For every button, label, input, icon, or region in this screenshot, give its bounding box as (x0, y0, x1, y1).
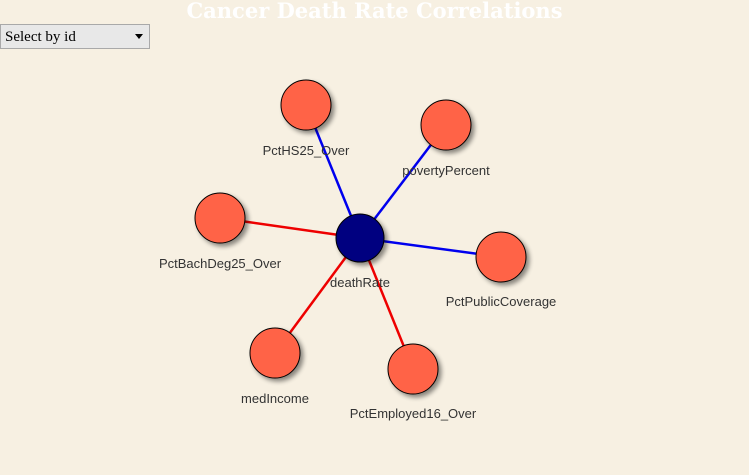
node-label-deathRate: deathRate (330, 275, 390, 290)
node-label-PctPublicCoverage: PctPublicCoverage (446, 294, 557, 309)
node-label-PctBachDeg25_Over: PctBachDeg25_Over (159, 256, 282, 271)
node-PctEmployed16_Over[interactable] (387, 343, 439, 395)
node-label-PctEmployed16_Over: PctEmployed16_Over (350, 406, 477, 421)
node-medIncome[interactable] (249, 327, 301, 379)
node-label-medIncome: medIncome (241, 391, 309, 406)
page-title: Cancer Death Rate Correlations (186, 0, 563, 23)
node-select-wrapper: Select by id (0, 24, 150, 49)
node-PctHS25_Over[interactable] (280, 79, 332, 131)
node-deathRate[interactable] (335, 213, 385, 263)
node-label-PctHS25_Over: PctHS25_Over (263, 143, 350, 158)
node-label-povertyPercent: povertyPercent (402, 163, 490, 178)
node-select-dropdown[interactable]: Select by id (0, 24, 150, 49)
node-PctPublicCoverage[interactable] (475, 231, 527, 283)
node-PctBachDeg25_Over[interactable] (194, 192, 246, 244)
node-povertyPercent[interactable] (420, 99, 472, 151)
nodes-layer (194, 79, 527, 395)
labels-layer: PctHS25_Over povertyPercent PctPublicCover… (159, 143, 556, 421)
